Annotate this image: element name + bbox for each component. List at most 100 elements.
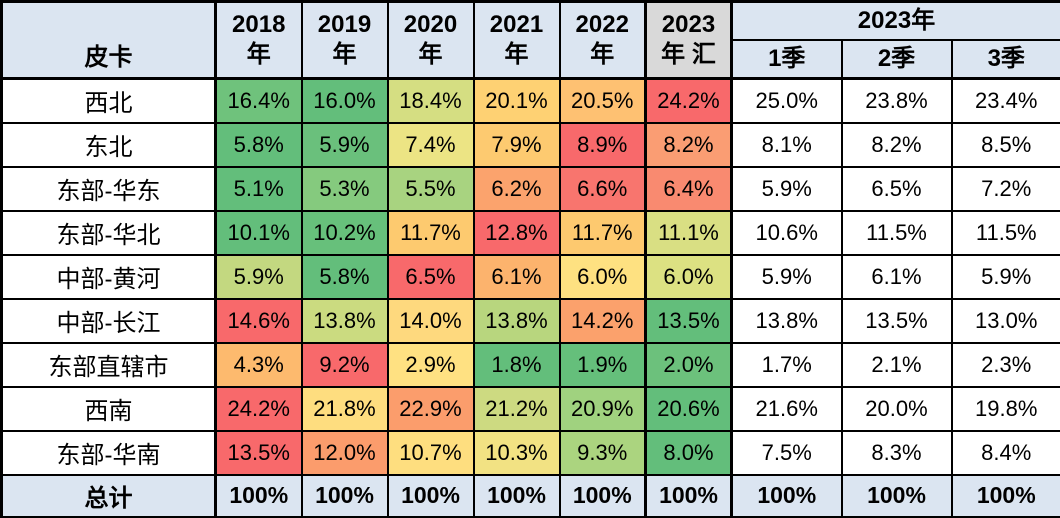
- share-cell: 9.2%: [300, 341, 389, 388]
- year-header: 2021 年: [472, 0, 561, 80]
- share-cell: 5.9%: [214, 253, 303, 300]
- quarter-header: 2季: [840, 38, 953, 80]
- share-cell: 10.7%: [386, 429, 475, 476]
- total-row: 总计 100% 100% 100% 100% 100% 100% 100% 100% 100%: [0, 473, 1060, 518]
- share-cell: 22.9%: [386, 385, 475, 432]
- share-cell: 13.8%: [300, 297, 389, 344]
- quarter-share-cell: 8.3%: [840, 429, 953, 476]
- share-cell: 2.0%: [644, 341, 733, 388]
- share-cell: 10.1%: [214, 209, 303, 256]
- share-cell: 6.5%: [386, 253, 475, 300]
- total-cell: 100%: [950, 473, 1060, 518]
- share-cell: 8.9%: [558, 121, 647, 168]
- total-label: 总计: [0, 473, 217, 518]
- quarter-share-cell: 19.8%: [950, 385, 1060, 432]
- quarter-share-cell: 1.7%: [730, 341, 843, 388]
- total-cell: 100%: [472, 473, 561, 518]
- share-cell: 14.2%: [558, 297, 647, 344]
- share-cell: 13.5%: [644, 297, 733, 344]
- quarter-share-cell: 5.9%: [730, 165, 843, 212]
- quarter-share-cell: 7.5%: [730, 429, 843, 476]
- row-label: 中部-黄河: [0, 253, 217, 300]
- table-row: 中部-长江 14.6% 13.8% 14.0% 13.8% 14.2% 13.5% 13.8%…: [0, 297, 1060, 344]
- share-cell: 6.1%: [472, 253, 561, 300]
- share-cell: 1.9%: [558, 341, 647, 388]
- share-cell: 5.8%: [214, 121, 303, 168]
- share-cell: 11.7%: [386, 209, 475, 256]
- share-cell: 24.2%: [214, 385, 303, 432]
- row-label: 东部-华北: [0, 209, 217, 256]
- total-cell: 100%: [300, 473, 389, 518]
- year-header: 2020 年: [386, 0, 475, 80]
- share-cell: 14.6%: [214, 297, 303, 344]
- quarter-header: 3季: [950, 38, 1060, 80]
- quarter-share-cell: 8.4%: [950, 429, 1060, 476]
- share-cell: 14.0%: [386, 297, 475, 344]
- share-cell: 10.3%: [472, 429, 561, 476]
- share-cell: 2.9%: [386, 341, 475, 388]
- share-cell: 6.0%: [644, 253, 733, 300]
- row-label: 东部直辖市: [0, 341, 217, 388]
- quarter-share-cell: 20.0%: [840, 385, 953, 432]
- table-row: 东北 5.8% 5.9% 7.4% 7.9% 8.9% 8.2% 8.1% 8.2% 8.5%: [0, 121, 1060, 168]
- share-cell: 5.9%: [300, 121, 389, 168]
- year-header-2023-total: 2023 年 汇: [644, 0, 733, 80]
- quarter-share-cell: 23.4%: [950, 77, 1060, 124]
- share-cell: 5.1%: [214, 165, 303, 212]
- table-row: 东部-华北 10.1% 10.2% 11.7% 12.8% 11.7% 11.1% 10.6%…: [0, 209, 1060, 256]
- share-cell: 12.8%: [472, 209, 561, 256]
- total-cell: 100%: [840, 473, 953, 518]
- quarter-share-cell: 5.9%: [730, 253, 843, 300]
- corner-label: 皮卡: [0, 0, 217, 80]
- share-cell: 13.5%: [214, 429, 303, 476]
- share-cell: 6.6%: [558, 165, 647, 212]
- share-cell: 12.0%: [300, 429, 389, 476]
- share-cell: 6.0%: [558, 253, 647, 300]
- share-cell: 1.8%: [472, 341, 561, 388]
- quarter-share-cell: 10.6%: [730, 209, 843, 256]
- year-header: 2018 年: [214, 0, 303, 80]
- share-cell: 7.4%: [386, 121, 475, 168]
- quarter-share-cell: 6.1%: [840, 253, 953, 300]
- table-row: 东部-华东 5.1% 5.3% 5.5% 6.2% 6.6% 6.4% 5.9% 6.5% 7.2…: [0, 165, 1060, 212]
- quarter-share-cell: 2.3%: [950, 341, 1060, 388]
- table-body: 西北 16.4% 16.0% 18.4% 20.1% 20.5% 24.2% 25.0% 23.…: [0, 77, 1060, 518]
- share-cell: 5.8%: [300, 253, 389, 300]
- quarter-header: 1季: [730, 38, 843, 80]
- share-cell: 8.0%: [644, 429, 733, 476]
- quarter-header-row: 1季 2季 3季: [2, 38, 1060, 80]
- share-cell: 20.9%: [558, 385, 647, 432]
- group-header-2023: 2023年: [730, 0, 1060, 41]
- total-cell: 100%: [730, 473, 843, 518]
- quarter-share-cell: 25.0%: [730, 77, 843, 124]
- share-cell: 20.1%: [472, 77, 561, 124]
- quarter-share-cell: 13.8%: [730, 297, 843, 344]
- share-cell: 18.4%: [386, 77, 475, 124]
- share-cell: 11.1%: [644, 209, 733, 256]
- share-cell: 13.8%: [472, 297, 561, 344]
- table-row: 东部直辖市 4.3% 9.2% 2.9% 1.8% 1.9% 2.0% 1.7% 2.1% 2.3…: [0, 341, 1060, 388]
- total-cell: 100%: [214, 473, 303, 518]
- table-row: 东部-华南 13.5% 12.0% 10.7% 10.3% 9.3% 8.0% 7.5% 8.3…: [0, 429, 1060, 476]
- row-label: 东部-华东: [0, 165, 217, 212]
- year-header: 2022 年: [558, 0, 647, 80]
- share-cell: 20.5%: [558, 77, 647, 124]
- quarter-share-cell: 13.0%: [950, 297, 1060, 344]
- table-row: 西南 24.2% 21.8% 22.9% 21.2% 20.9% 20.6% 21.6% 20.…: [0, 385, 1060, 432]
- share-cell: 9.3%: [558, 429, 647, 476]
- row-label: 东北: [0, 121, 217, 168]
- quarter-share-cell: 2.1%: [840, 341, 953, 388]
- quarter-share-cell: 11.5%: [950, 209, 1060, 256]
- quarter-share-cell: 13.5%: [840, 297, 953, 344]
- total-cell: 100%: [558, 473, 647, 518]
- year-header: 2019 年: [300, 0, 389, 80]
- share-cell: 6.2%: [472, 165, 561, 212]
- share-cell: 6.4%: [644, 165, 733, 212]
- row-label: 中部-长江: [0, 297, 217, 344]
- share-cell: 11.7%: [558, 209, 647, 256]
- share-cell: 20.6%: [644, 385, 733, 432]
- share-cell: 4.3%: [214, 341, 303, 388]
- table-row: 中部-黄河 5.9% 5.8% 6.5% 6.1% 6.0% 6.0% 5.9% 6.1% 5.9…: [0, 253, 1060, 300]
- row-label: 西南: [0, 385, 217, 432]
